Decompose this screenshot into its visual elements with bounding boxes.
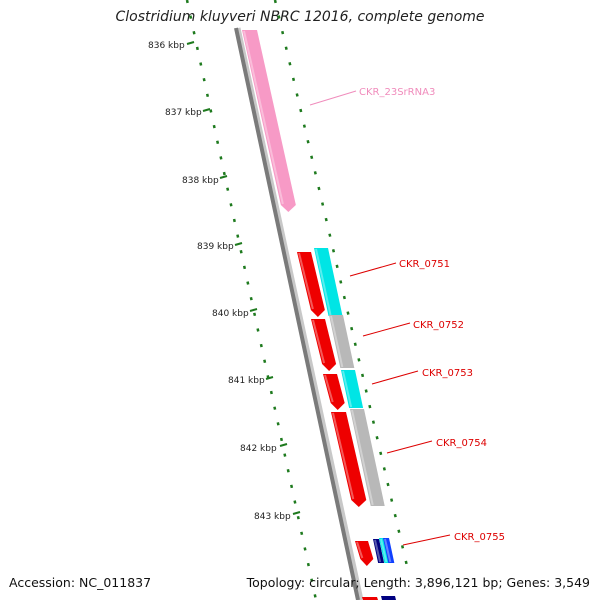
feature-ckr-0751	[297, 252, 325, 317]
leader-ckr-23srrna3	[309, 90, 357, 106]
ruler-tick-3	[234, 242, 243, 246]
ruler-tick-4	[249, 308, 258, 312]
ruler-label-839: 839 kbp	[197, 242, 234, 252]
feature-offscreen-red	[362, 597, 378, 600]
ruler-label-837: 837 kbp	[165, 108, 202, 118]
feature-label-ckr-0753[interactable]: CKR_0753	[422, 368, 473, 379]
cog-ckr-0755-a	[373, 539, 385, 563]
feature-ckr-0754-highlight	[332, 412, 355, 500]
accession-text: Accession: NC_011837	[9, 575, 152, 590]
ruler-label-838: 838 kbp	[182, 176, 219, 186]
ruler-tick-1	[202, 108, 211, 112]
leader-ckr-0755	[402, 534, 451, 546]
feature-offscreen-navy	[381, 596, 396, 600]
cog-ckr-0751	[314, 248, 343, 316]
leader-ckr-0751	[349, 262, 397, 277]
ruler-tick-7	[292, 511, 301, 515]
leader-ckr-0752	[362, 322, 411, 337]
feature-ckr-0751-highlight	[298, 252, 314, 310]
cog-ckr-0752-highlight	[330, 315, 344, 368]
ruler-ticks	[186, 41, 301, 515]
genome-summary-text: Topology: circular; Length: 3,896,121 bp…	[246, 575, 590, 590]
inner-dotted-ring	[185, 0, 318, 600]
feature-label-ckr-0752[interactable]: CKR_0752	[413, 320, 464, 331]
feature-ckr-0754	[331, 412, 367, 507]
feature-ckr-0752-highlight	[312, 319, 326, 364]
leader-ckr-0753	[371, 370, 419, 385]
feature-ckr-0753	[323, 374, 345, 410]
backbone-shadow	[235, 27, 364, 600]
feature-ckr-0755-highlight	[356, 541, 364, 559]
backbone	[234, 27, 360, 600]
ruler-label-843: 843 kbp	[254, 512, 291, 522]
cog-ckr-0754-highlight	[351, 409, 374, 506]
feature-ckr-0755	[355, 541, 374, 566]
ruler-tick-0	[186, 41, 195, 45]
feature-ckr-23srrna3-highlight	[243, 30, 284, 205]
ruler-tick-5	[265, 376, 274, 380]
cog-ckr-0754	[350, 409, 385, 506]
cog-ckr-0755-c-highlight	[384, 538, 392, 563]
feature-ckr-23srrna3	[242, 30, 296, 212]
feature-track	[242, 30, 396, 600]
cog-ckr-0752	[329, 315, 355, 368]
feature-ckr-0752	[311, 319, 337, 371]
feature-label-ckr-0755[interactable]: CKR_0755	[454, 532, 505, 543]
cog-ckr-0755-c	[383, 538, 395, 563]
cog-ckr-0753	[341, 370, 364, 408]
cog-ckr-0755-b	[379, 538, 390, 563]
feature-label-ckr-0754[interactable]: CKR_0754	[436, 438, 487, 449]
cog-ckr-0753-highlight	[342, 370, 353, 408]
feature-label-ckr-23srrna3[interactable]: CKR_23SrRNA3	[359, 87, 435, 98]
outer-dotted-ring	[273, 0, 409, 567]
ruler-label-836: 836 kbp	[148, 41, 185, 51]
ruler-tick-2	[219, 175, 228, 179]
cog-ckr-0751-highlight	[315, 248, 332, 316]
ruler-tick-6	[279, 443, 288, 447]
cog-ckr-0755-a-highlight	[374, 539, 382, 563]
feature-labels	[309, 90, 451, 546]
leader-ckr-0754	[386, 440, 433, 454]
cog-ckr-0755-b-highlight	[380, 538, 388, 563]
ruler-label-842: 842 kbp	[240, 444, 277, 454]
feature-label-ckr-0751[interactable]: CKR_0751	[399, 259, 450, 270]
genome-title: Clostridium kluyveri NBRC 12016, complet…	[115, 9, 485, 25]
ruler-label-841: 841 kbp	[228, 376, 265, 386]
ruler-label-840: 840 kbp	[212, 309, 249, 319]
feature-ckr-0753-highlight	[324, 374, 334, 403]
